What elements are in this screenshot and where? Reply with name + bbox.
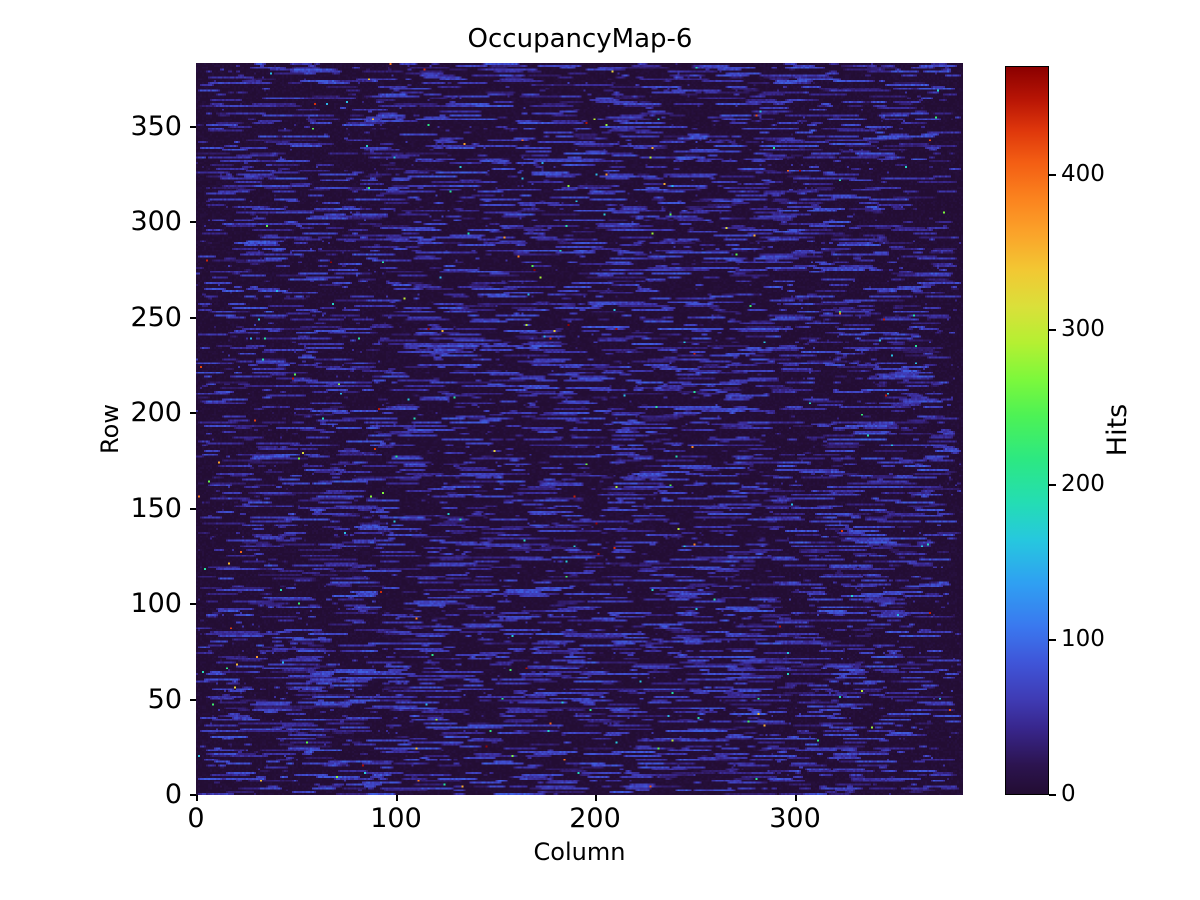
colorbar-tick-mark-200 xyxy=(1049,484,1056,486)
colorbar-tick-label-400: 400 xyxy=(1061,161,1105,187)
x-axis-label: Column xyxy=(533,838,626,866)
y-tick-mark-250 xyxy=(190,317,196,319)
y-axis-label: Row xyxy=(96,404,124,454)
y-tick-mark-300 xyxy=(190,221,196,223)
y-tick-label-350: 350 xyxy=(130,111,182,142)
x-tick-label-100: 100 xyxy=(370,803,422,834)
y-tick-label-100: 100 xyxy=(130,588,182,619)
heatmap-axes[interactable] xyxy=(196,63,963,795)
page-title: OccupancyMap-6 xyxy=(467,24,693,54)
colorbar-label: Hits xyxy=(1102,403,1133,457)
y-tick-label-50: 50 xyxy=(147,684,182,715)
y-tick-mark-0 xyxy=(190,794,196,796)
colorbar-tick-mark-300 xyxy=(1049,329,1056,331)
colorbar-tick-mark-0 xyxy=(1049,794,1056,796)
heatmap-image xyxy=(196,63,963,795)
y-tick-mark-100 xyxy=(190,603,196,605)
colorbar-tick-label-200: 200 xyxy=(1061,471,1105,497)
x-tick-label-200: 200 xyxy=(569,803,621,834)
y-tick-label-250: 250 xyxy=(130,302,182,333)
y-tick-label-0: 0 xyxy=(164,779,182,810)
colorbar-tick-label-100: 100 xyxy=(1061,626,1105,652)
colorbar-tick-label-300: 300 xyxy=(1061,316,1105,342)
x-tick-mark-100 xyxy=(396,795,398,801)
colorbar[interactable] xyxy=(1005,66,1049,795)
y-tick-label-200: 200 xyxy=(130,397,182,428)
y-tick-label-300: 300 xyxy=(130,206,182,237)
x-tick-mark-0 xyxy=(196,795,198,801)
colorbar-tick-mark-400 xyxy=(1049,174,1056,176)
x-tick-label-0: 0 xyxy=(187,803,205,834)
colorbar-tick-mark-100 xyxy=(1049,639,1056,641)
x-tick-label-300: 300 xyxy=(769,803,821,834)
colorbar-tick-label-0: 0 xyxy=(1061,781,1076,807)
y-tick-mark-200 xyxy=(190,412,196,414)
y-tick-mark-350 xyxy=(190,126,196,128)
x-tick-mark-300 xyxy=(795,795,797,801)
x-tick-mark-200 xyxy=(595,795,597,801)
y-tick-mark-150 xyxy=(190,508,196,510)
y-tick-label-150: 150 xyxy=(130,493,182,524)
y-tick-mark-50 xyxy=(190,699,196,701)
